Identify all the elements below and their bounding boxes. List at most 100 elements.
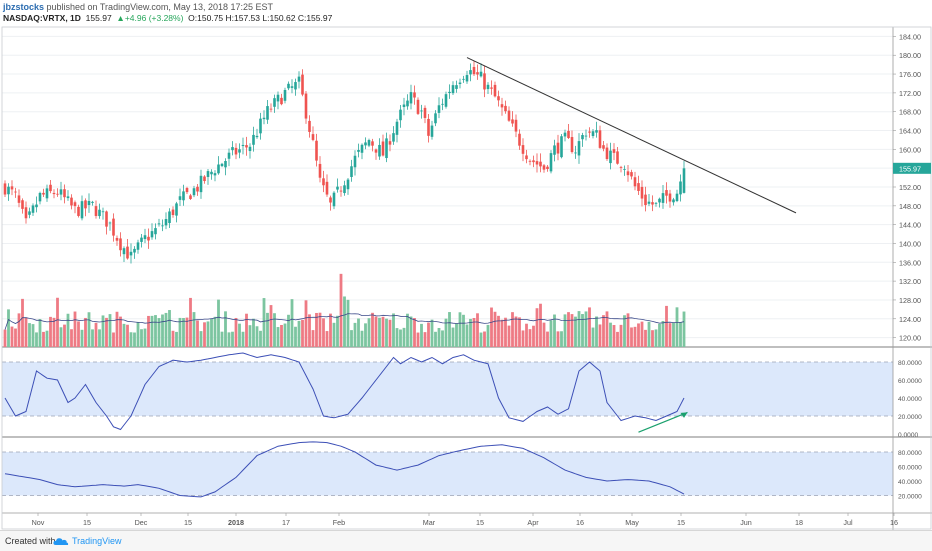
volume-bar (392, 313, 395, 347)
candle-body (119, 238, 122, 251)
last-price-tag (893, 162, 931, 174)
candle-body (490, 87, 493, 89)
volume-bar (378, 317, 381, 347)
volume-bar (238, 323, 241, 347)
footer: Created with TradingView (0, 530, 932, 551)
volume-bar (21, 298, 24, 347)
candle-body (392, 133, 395, 142)
candle-body (448, 91, 451, 94)
author-name[interactable]: jbzstocks (3, 2, 45, 12)
volume-bar (101, 315, 105, 347)
volume-bar (476, 313, 479, 347)
candle-body (623, 169, 626, 170)
volume-bar (630, 327, 633, 347)
volume-bar (56, 297, 59, 347)
chart-frame (1, 26, 932, 530)
candle-body (308, 120, 311, 132)
volume-bar (462, 314, 465, 347)
volume-bar (311, 330, 315, 347)
price-chart[interactable]: 184.00180.00176.00172.00168.00164.00160.… (0, 24, 932, 530)
volume-bar (301, 319, 304, 347)
tradingview-logo[interactable]: TradingView (53, 536, 122, 546)
candle-body (399, 109, 402, 121)
divergence-arrow (638, 411, 688, 433)
candle-body (584, 135, 588, 137)
candle-body (567, 130, 570, 139)
candle-body (497, 96, 500, 101)
candle-body (465, 75, 469, 82)
time-axis-label: May (625, 518, 639, 527)
volume-bar (259, 330, 262, 347)
price-change: +4.96 (+3.28%) (124, 13, 184, 23)
volume-bar (227, 332, 231, 347)
candle-body (98, 209, 101, 217)
candle-body (577, 141, 581, 156)
candle-body (10, 186, 14, 190)
volume-bar (623, 315, 626, 347)
candle-body (472, 66, 476, 75)
volume-bar (112, 332, 115, 347)
volume-bar (17, 313, 21, 347)
candle-body (640, 186, 644, 199)
stochastic-axis-label: 60.0000 (898, 378, 922, 385)
volume-bar (500, 319, 504, 347)
price-axis-label: 132.00 (899, 277, 921, 286)
candle-body (339, 190, 343, 192)
candle-body (133, 248, 136, 253)
volume-bar (7, 309, 10, 347)
volume-bar (577, 311, 581, 347)
volume-bar (308, 314, 311, 347)
candle-body (378, 144, 381, 157)
volume-bar (637, 323, 640, 347)
candle-body (420, 110, 423, 112)
volume-bar (178, 317, 182, 347)
volume-bar (164, 312, 168, 347)
candle-body (434, 113, 437, 124)
volume-bar (563, 314, 567, 347)
volume-bar (448, 312, 451, 347)
volume-bar (406, 313, 409, 347)
candle-body (423, 107, 427, 118)
candle-body (304, 93, 308, 119)
time-axis-label: 15 (677, 518, 685, 527)
oscillator-axis-label: 60.0000 (898, 465, 922, 472)
volume-bar (661, 320, 665, 347)
candle-body (626, 171, 630, 176)
volume-bar (374, 316, 378, 347)
volume-bar (479, 332, 483, 347)
volume-bar (304, 300, 308, 347)
candle-body (49, 184, 52, 192)
candle-body (280, 97, 283, 105)
candle-body (332, 192, 336, 207)
volume-bar (350, 330, 353, 347)
candle-body (129, 251, 133, 256)
volume-bar (465, 324, 469, 347)
candle-body (612, 149, 616, 153)
volume-bar (388, 319, 392, 347)
time-axis-label: Jul (843, 518, 853, 527)
volume-bar (385, 318, 388, 347)
candle-body (651, 202, 654, 205)
volume-bar (283, 323, 287, 347)
volume-bar (595, 316, 598, 347)
volume-bar (357, 318, 360, 347)
oscillator-axis-label: 40.0000 (898, 479, 922, 486)
volume-bar (10, 326, 14, 347)
time-axis-label: Mar (423, 518, 436, 527)
volume-bar (570, 314, 574, 347)
volume-bar (168, 310, 171, 347)
stochastic-line (4, 352, 685, 431)
volume-bar (528, 329, 532, 347)
candle-body (353, 155, 357, 168)
candle-body (514, 119, 518, 132)
candle-body (199, 175, 203, 193)
up-triangle-icon: ▲ (116, 13, 125, 23)
candle-body (518, 133, 521, 146)
volume-bar (679, 322, 682, 347)
candle-body (164, 219, 168, 226)
price-axis-label: 172.00 (899, 89, 921, 98)
candle-body (658, 198, 661, 203)
candle-body (441, 103, 444, 105)
candle-body (63, 189, 66, 198)
volume-bar (266, 312, 269, 347)
